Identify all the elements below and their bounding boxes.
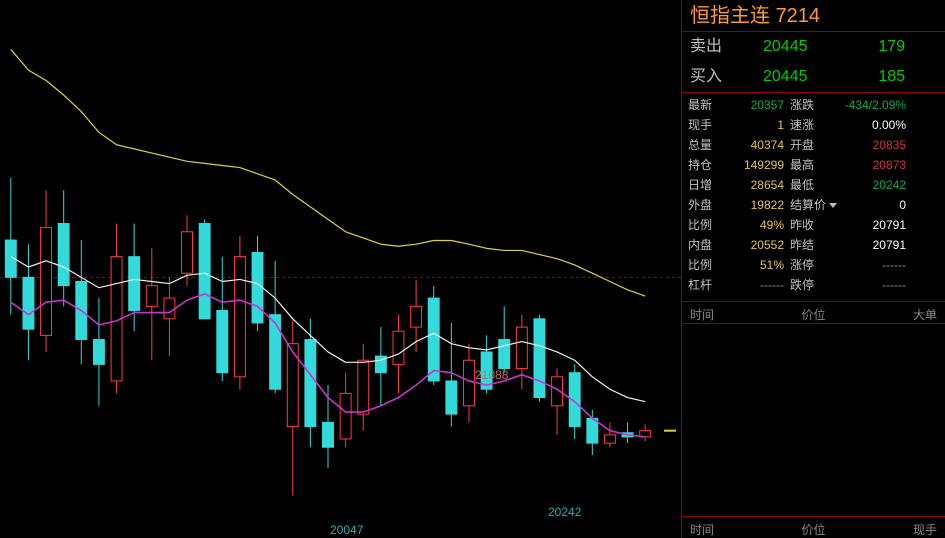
info-label: 开盘	[790, 135, 842, 155]
quote-panel: 恒指主连 7214 卖出 20445 179 买入 20445 185 最新20…	[682, 0, 945, 538]
info-value: 51%	[730, 255, 790, 275]
bid-ask-grid: 卖出 20445 179 买入 20445 185	[682, 32, 945, 93]
info-label: 最低	[790, 175, 842, 195]
info-label: 昨结	[790, 235, 842, 255]
buy-price[interactable]: 20445	[732, 62, 839, 92]
info-label: 比例	[688, 215, 730, 235]
info-label: 结算价	[790, 195, 842, 215]
buy-label: 买入	[682, 62, 732, 92]
info-label: 现手	[688, 115, 730, 135]
info-value: 20873	[842, 155, 912, 175]
info-label: 总量	[688, 135, 730, 155]
info-value: 20552	[730, 235, 790, 255]
info-label: 持仓	[688, 155, 730, 175]
info-value: 149299	[730, 155, 790, 175]
bottom-col-time: 时间	[690, 521, 772, 538]
info-value: 20357	[730, 95, 790, 115]
info-value: ------	[730, 275, 790, 295]
ticks-body	[682, 324, 945, 516]
bottom-header: 时间 价位 现手	[682, 516, 945, 538]
buy-qty: 185	[839, 62, 945, 92]
info-value: 20242	[842, 175, 912, 195]
info-label: 最新	[688, 95, 730, 115]
info-value: 0	[842, 195, 912, 215]
info-label: 比例	[688, 255, 730, 275]
info-value: 1	[730, 115, 790, 135]
info-value: 20791	[842, 235, 912, 255]
candlestick-chart[interactable]: 210882024220047	[0, 0, 682, 538]
info-value: 28654	[730, 175, 790, 195]
sell-qty: 179	[839, 32, 945, 62]
bottom-col-vol: 现手	[855, 521, 937, 538]
info-value: 20835	[842, 135, 912, 155]
ticks-header: 时间 价位 大单	[682, 302, 945, 324]
info-label: 内盘	[688, 235, 730, 255]
ticks-col-big: 大单	[855, 306, 937, 323]
info-label: 日增	[688, 175, 730, 195]
info-label: 跌停	[790, 275, 842, 295]
info-value: 19822	[730, 195, 790, 215]
bottom-col-price: 价位	[772, 521, 854, 538]
instrument-name: 恒指主连	[690, 5, 770, 27]
info-label: 涨跌	[790, 95, 842, 115]
sell-label: 卖出	[682, 32, 732, 62]
info-label: 速涨	[790, 115, 842, 135]
info-value: ------	[842, 275, 912, 295]
info-label: 杠杆	[688, 275, 730, 295]
sell-price[interactable]: 20445	[732, 32, 839, 62]
instrument-title: 恒指主连 7214	[682, 0, 945, 32]
info-value: 40374	[730, 135, 790, 155]
info-value: 49%	[730, 215, 790, 235]
info-value: 0.00%	[842, 115, 912, 135]
info-label: 涨停	[790, 255, 842, 275]
info-label: 昨收	[790, 215, 842, 235]
ticks-col-price: 价位	[772, 306, 854, 323]
info-value: ------	[842, 255, 912, 275]
ticks-col-time: 时间	[690, 306, 772, 323]
info-value: 20791	[842, 215, 912, 235]
instrument-code: 7214	[776, 5, 821, 27]
info-value: -434/2.09%	[842, 95, 912, 115]
info-label: 最高	[790, 155, 842, 175]
dropdown-icon[interactable]	[829, 203, 837, 208]
info-grid: 最新20357涨跌-434/2.09%现手1速涨0.00%总量40374开盘20…	[682, 93, 945, 302]
info-label: 外盘	[688, 195, 730, 215]
